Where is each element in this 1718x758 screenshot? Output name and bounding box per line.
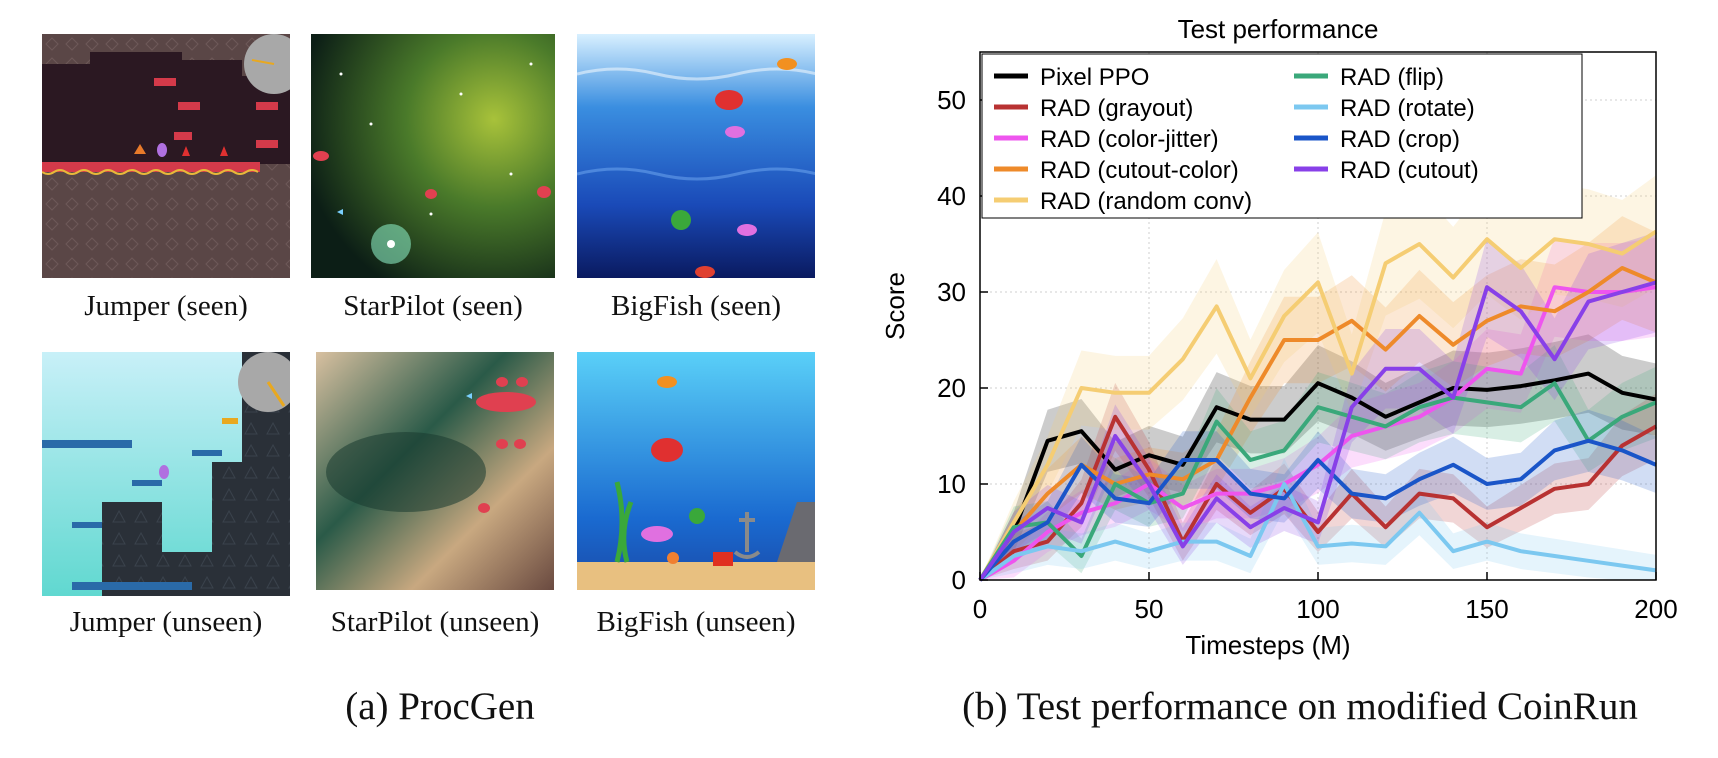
series-line xyxy=(979,285,1657,582)
legend-label: RAD (color-jitter) xyxy=(1040,126,1219,153)
x-tick-label: 50 xyxy=(1135,594,1164,624)
thumbnail-jumper-unseen xyxy=(42,352,290,596)
legend-label: RAD (cutout) xyxy=(1340,157,1479,184)
series-band xyxy=(980,334,1656,580)
y-axis-label: Score xyxy=(880,272,910,340)
legend-label: RAD (grayout) xyxy=(1040,95,1193,122)
thumbnail-label: BigFish (unseen) xyxy=(596,606,796,638)
panel-a-caption: (a) ProcGen xyxy=(345,685,535,728)
series-band xyxy=(980,382,1656,580)
y-tick-label: 50 xyxy=(937,85,966,115)
test-performance-chart: 0 50 100 150 200 0 10 20 30 40 50 Test performance T… xyxy=(880,14,1678,660)
y-tick-label: 40 xyxy=(937,181,966,211)
legend-label: RAD (flip) xyxy=(1340,64,1444,91)
legend-label: RAD (crop) xyxy=(1340,126,1460,153)
thumbnail-label: Jumper (unseen) xyxy=(69,606,263,638)
series-band xyxy=(980,216,1656,580)
thumbnail-label: BigFish (seen) xyxy=(611,290,781,322)
x-axis-label: Timesteps (M) xyxy=(1185,630,1350,660)
y-tick-label: 10 xyxy=(937,469,966,499)
series-band xyxy=(980,175,1656,580)
thumbnail-bigfish-seen xyxy=(577,34,815,278)
legend-label: RAD (cutout-color) xyxy=(1040,157,1239,184)
legend-box xyxy=(981,53,1583,219)
series-line xyxy=(978,438,1657,582)
y-tick-label: 30 xyxy=(937,277,966,307)
x-tick-label: 100 xyxy=(1296,594,1339,624)
series-band xyxy=(980,409,1656,580)
thumbnail-bigfish-unseen xyxy=(577,352,815,590)
series-line xyxy=(978,381,1657,582)
series-line xyxy=(978,229,1658,582)
series-band xyxy=(980,237,1656,580)
series-line xyxy=(978,371,1657,582)
series-line xyxy=(978,482,1657,582)
thumbnail-label: StarPilot (unseen) xyxy=(330,606,540,638)
legend-label: RAD (random conv) xyxy=(1040,188,1252,215)
y-tick-label: 20 xyxy=(937,373,966,403)
thumbnail-label: Jumper (seen) xyxy=(84,290,248,322)
x-tick-label: 0 xyxy=(973,594,987,624)
series-line xyxy=(978,280,1657,582)
thumbnail-jumper-seen xyxy=(42,34,290,278)
y-tick-label: 0 xyxy=(952,565,966,595)
x-tick-label: 200 xyxy=(1634,594,1677,624)
legend-label: RAD (rotate) xyxy=(1340,95,1475,122)
thumbnail-starpilot-unseen xyxy=(316,352,554,590)
thumbnail-starpilot-seen xyxy=(311,34,555,278)
chart-title: Test performance xyxy=(1178,14,1379,44)
series-line xyxy=(978,266,1657,582)
thumbnail-label: StarPilot (seen) xyxy=(343,290,523,322)
x-tick-label: 150 xyxy=(1465,594,1508,624)
panel-b-caption: (b) Test performance on modified CoinRun xyxy=(962,685,1638,728)
legend-label: Pixel PPO xyxy=(1040,64,1149,91)
